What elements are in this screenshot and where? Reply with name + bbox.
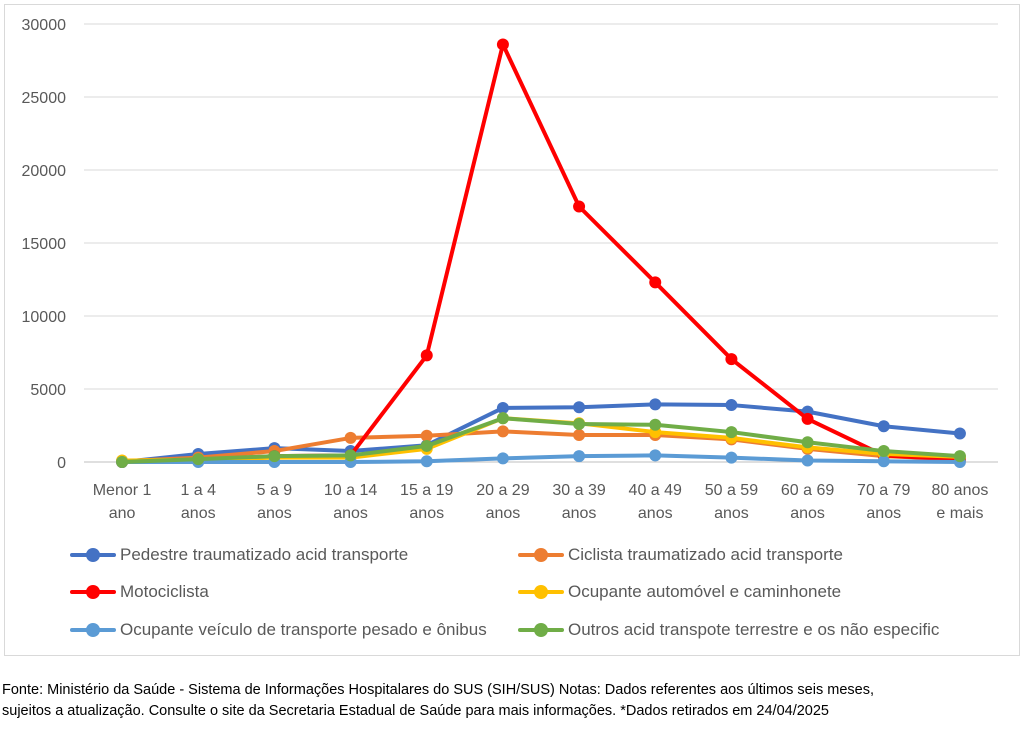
- data-point: [573, 418, 586, 431]
- x-axis-ticks: Menor 1 ano 1 a 4 anos 5 a 9 anos 10 a 14 anos 1…: [93, 482, 989, 522]
- data-point: [344, 431, 357, 444]
- x-tick-label: 20 a 29 anos: [476, 482, 529, 522]
- data-point: [801, 412, 814, 425]
- x-tick-label: 80 anos e mais: [931, 482, 988, 522]
- data-point: [801, 454, 814, 467]
- data-point: [192, 453, 205, 466]
- data-point: [725, 399, 738, 412]
- data-point: [496, 401, 509, 414]
- footnote-line-1: Fonte: Ministério da Saúde - Sistema de …: [2, 682, 874, 698]
- x-tick-label: Menor 1 ano: [93, 482, 152, 522]
- data-point: [649, 418, 662, 431]
- x-tick-label: 5 a 9 anos: [257, 482, 293, 522]
- data-point: [268, 450, 281, 463]
- data-point: [496, 38, 509, 51]
- data-point: [573, 450, 586, 463]
- line-chart: 0 5000 10000 15000 20000 25000 30000 Menor 1 an…: [22, 17, 998, 522]
- data-point: [649, 449, 662, 462]
- data-point: [649, 398, 662, 411]
- x-tick-label: 40 a 49 anos: [629, 482, 682, 522]
- footnote: Fonte: Ministério da Saúde - Sistema de …: [2, 680, 1022, 722]
- data-point: [953, 427, 966, 440]
- series-line: [120, 416, 962, 464]
- series-5: [116, 412, 966, 468]
- data-point: [953, 450, 966, 463]
- data-point: [496, 425, 509, 438]
- series-2: [116, 38, 966, 468]
- chart-frame: [4, 4, 1020, 656]
- data-point: [573, 428, 586, 441]
- x-tick-label: 50 a 59 anos: [705, 482, 758, 522]
- x-tick-label: 60 a 69 anos: [781, 482, 834, 522]
- y-tick-label: 25000: [22, 90, 67, 107]
- y-tick-label: 0: [57, 455, 66, 472]
- data-point: [496, 452, 509, 465]
- y-tick-label: 10000: [22, 309, 67, 326]
- data-point: [420, 429, 433, 442]
- data-point: [725, 451, 738, 464]
- data-point: [725, 353, 738, 366]
- gridlines: [84, 23, 998, 463]
- data-point: [649, 276, 662, 289]
- data-point: [725, 426, 738, 439]
- y-tick-label: 15000: [22, 236, 67, 253]
- x-tick-label: 30 a 39 anos: [552, 482, 605, 522]
- footnote-line-2: sujeitos a atualização. Consulte o site …: [2, 703, 829, 719]
- series-line: [120, 453, 962, 464]
- data-point: [116, 456, 129, 468]
- data-point: [573, 401, 586, 414]
- data-point: [344, 449, 357, 462]
- series-line: [120, 402, 962, 464]
- data-point: [877, 420, 890, 433]
- x-tick-label: 70 a 79 anos: [857, 482, 910, 522]
- data-point: [420, 455, 433, 468]
- data-point: [877, 445, 890, 458]
- data-point: [496, 412, 509, 425]
- x-tick-label: 1 a 4 anos: [180, 482, 216, 522]
- data-point: [420, 349, 433, 362]
- data-point: [573, 200, 586, 213]
- data-point: [420, 439, 433, 452]
- x-tick-label: 15 a 19 anos: [400, 482, 453, 522]
- y-tick-label: 5000: [30, 382, 66, 399]
- y-axis-ticks: 0 5000 10000 15000 20000 25000 30000: [22, 17, 67, 472]
- series-lines: [116, 38, 966, 468]
- data-point: [801, 436, 814, 449]
- x-tick-label: 10 a 14 anos: [324, 482, 377, 522]
- data-point: [877, 455, 890, 468]
- y-tick-label: 20000: [22, 163, 67, 180]
- series-line: [120, 42, 962, 464]
- y-tick-label: 30000: [22, 17, 67, 34]
